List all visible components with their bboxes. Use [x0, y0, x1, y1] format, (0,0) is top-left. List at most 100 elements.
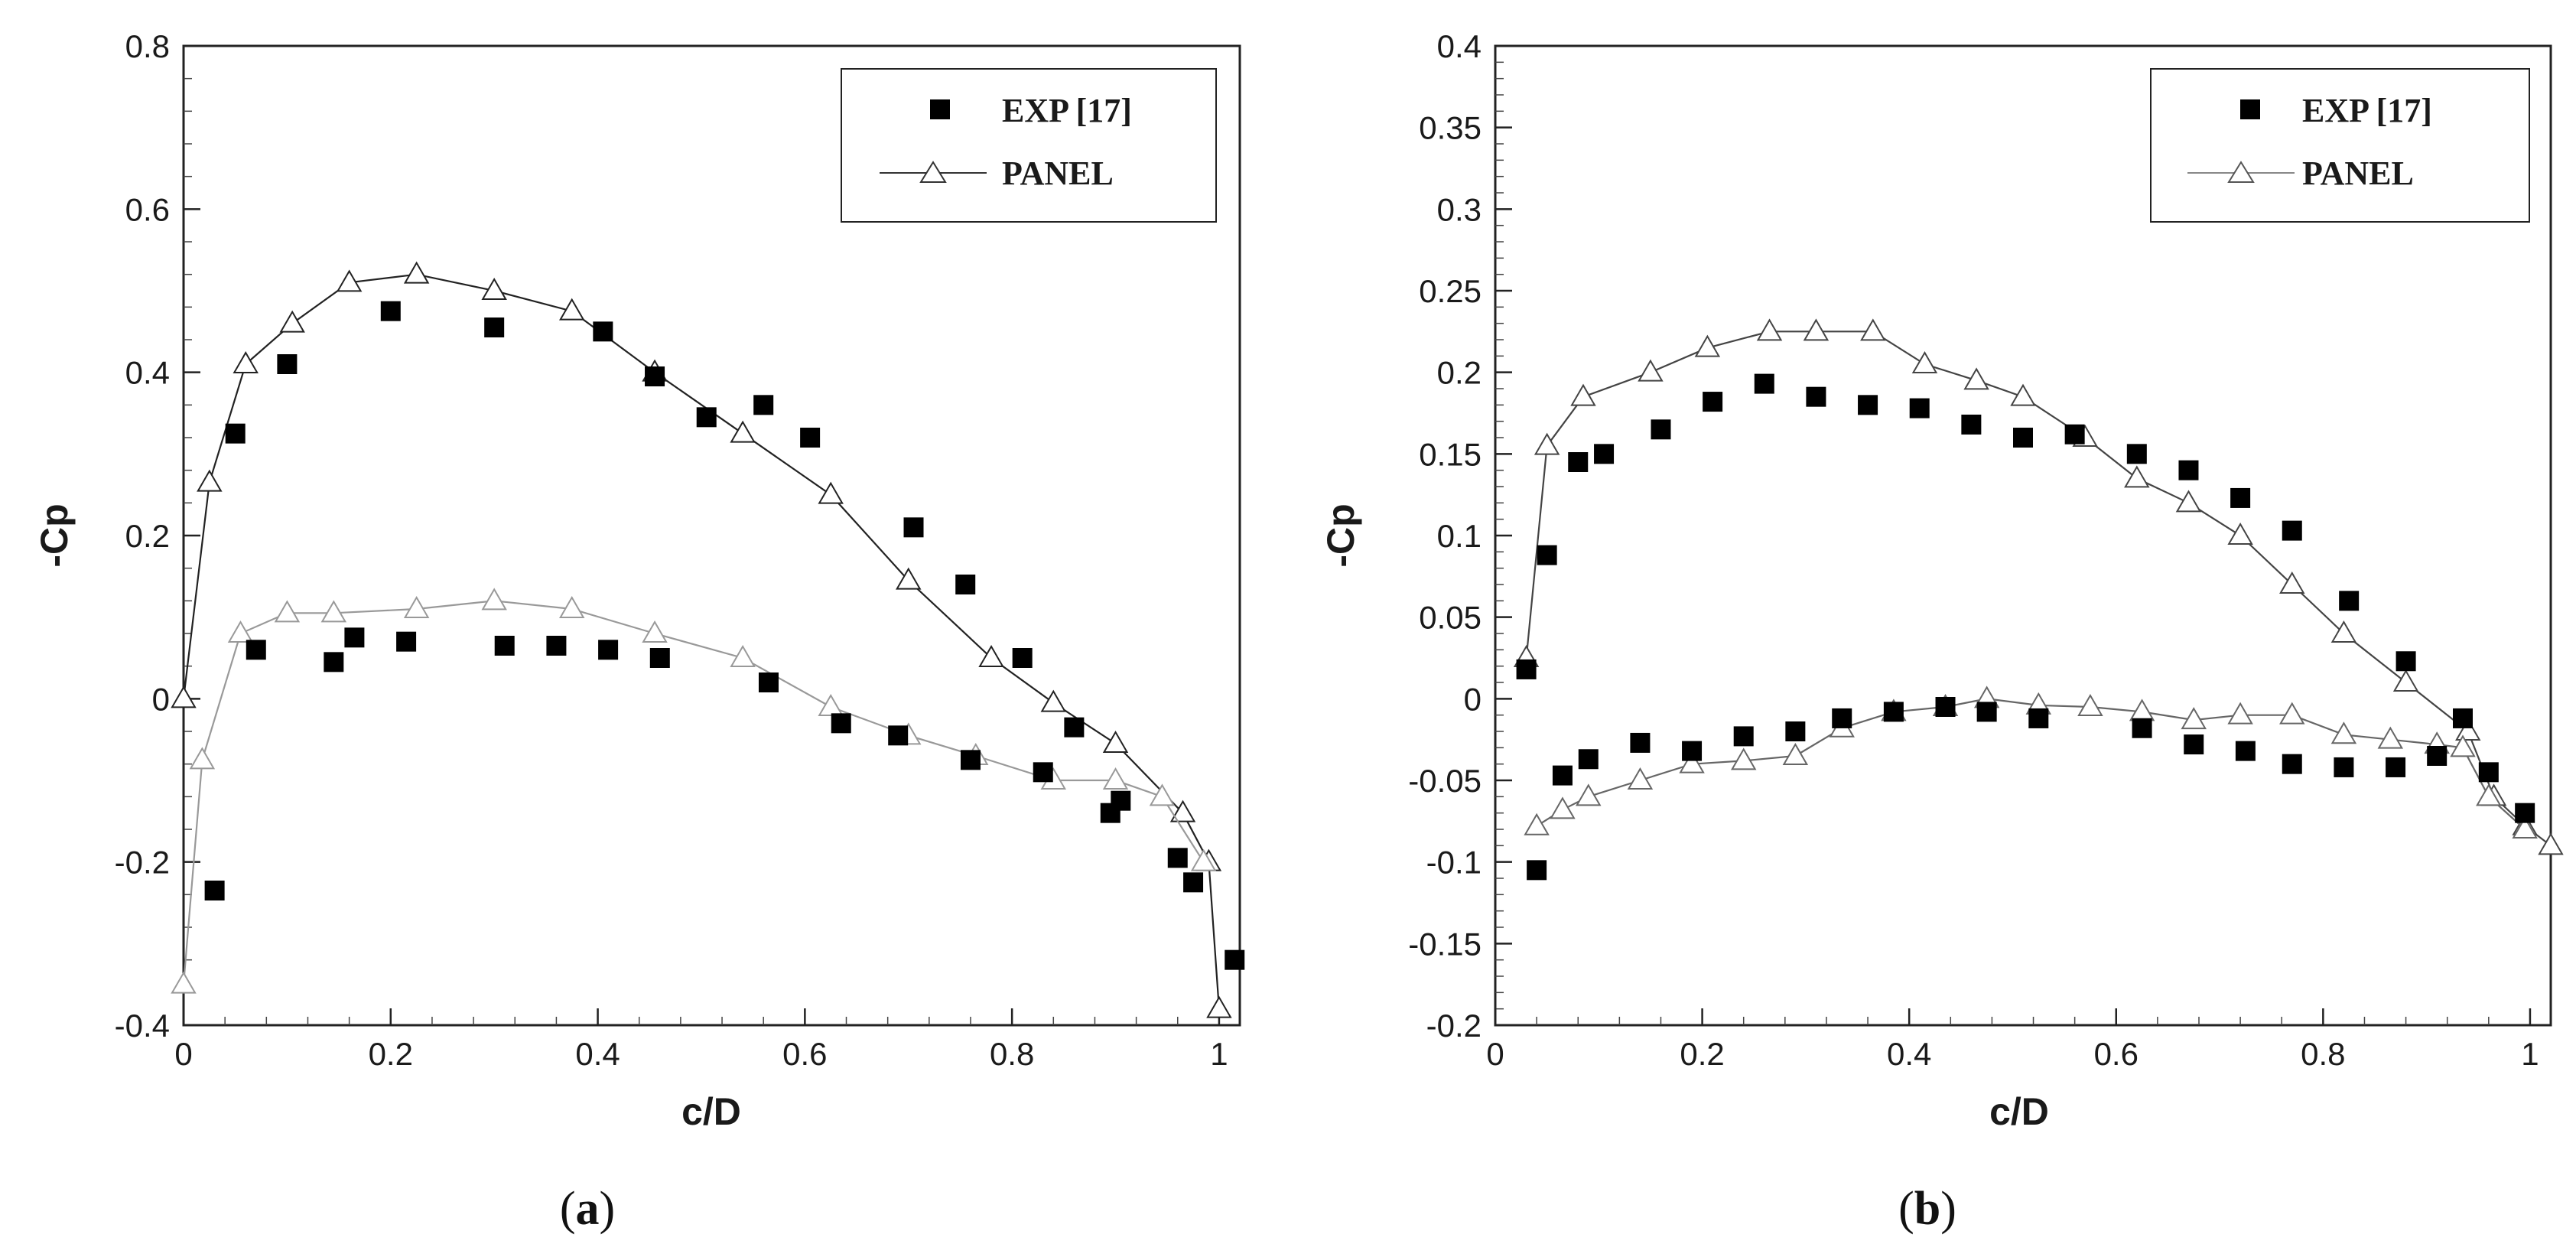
y-tick-label: 0.35 — [1419, 110, 1482, 146]
panel-triangle-point — [2450, 734, 2476, 757]
exp-square-point — [800, 428, 821, 448]
exp-square-point — [1651, 419, 1671, 440]
chart-panel-a: 0 0.2 0.4 0.6 0.8 1 -0.4 -0.2 0 0.2 0.4 0.6 0.8 EXP … — [33, 28, 1245, 1235]
legend-b: EXP [17] PANEL — [2150, 68, 2530, 223]
panel-triangle-point — [481, 588, 507, 611]
exp-square-point — [1754, 373, 1774, 394]
y-tick-label: 0.05 — [1419, 600, 1482, 636]
y-tick-label: 0.8 — [125, 28, 170, 64]
panel-triangle-point — [1149, 783, 1176, 806]
panel-triangle-point — [320, 600, 347, 623]
y-axis-title-b: -Cp — [1319, 503, 1362, 567]
exp-square-point — [2230, 487, 2251, 508]
minor-ticks-b — [1495, 61, 2490, 1025]
exp-square-point — [380, 301, 401, 321]
panel-triangle-point — [1190, 848, 1217, 871]
legend-box-a — [841, 68, 1217, 223]
exp-square-point — [2013, 428, 2033, 448]
exp-square-point — [2282, 520, 2302, 541]
panel-triangle-point — [896, 567, 922, 590]
legend-panel-label-b: PANEL — [2302, 155, 2414, 192]
legend-panel-marker-a — [919, 161, 947, 183]
exp-square-point — [955, 575, 976, 594]
panel-triangle-point — [1679, 751, 1705, 773]
exp-square-point — [2132, 718, 2152, 738]
y-tick-label: 0.15 — [1419, 436, 1482, 472]
major-ticks-a: 0 0.2 0.4 0.6 0.8 1 -0.4 -0.2 0 0.2 0.4 0.6 0.8 — [115, 28, 1228, 1072]
exp-square-point — [1594, 444, 1615, 464]
legend-exp-marker-b — [2240, 99, 2260, 119]
exp-square-point — [645, 366, 665, 386]
panel-triangle-point — [558, 595, 585, 618]
panel-triangle-point — [227, 620, 254, 643]
exp-square-point — [2453, 708, 2473, 728]
minor-ticks-a — [184, 77, 1179, 1025]
panel-triangle-point — [1102, 730, 1129, 753]
panel-triangle-point — [1576, 783, 1602, 806]
panel-triangle-point — [1911, 350, 1938, 373]
exp-square-point — [1703, 392, 1723, 412]
y-tick-label: 0.25 — [1419, 273, 1482, 309]
panel-curve — [1525, 331, 2552, 847]
exp-square-point — [2386, 757, 2406, 777]
x-tick-label: 0 — [1486, 1036, 1504, 1072]
panel-triangle-point — [1803, 318, 1830, 341]
x-tick-label: 0.6 — [2094, 1036, 2139, 1072]
panel-triangle-point — [1627, 767, 1654, 790]
exp-square-point — [1909, 398, 1930, 418]
panel-triangle-point — [233, 350, 259, 373]
exp-square-point — [2028, 708, 2049, 728]
exp-square-point — [1961, 414, 1982, 435]
panel-triangle-point — [730, 644, 756, 667]
legend-box-b — [2150, 68, 2530, 223]
panel-triangle-point — [2455, 718, 2481, 741]
exp-square-point — [204, 881, 225, 900]
panel-triangle-point — [1550, 796, 1576, 819]
exp-square-point — [1167, 848, 1188, 868]
panel-triangle-point — [2227, 702, 2253, 725]
panel-triangle-point — [1782, 742, 1809, 765]
x-tick-label: 0.2 — [1680, 1036, 1724, 1072]
panel-triangle-point — [2476, 783, 2502, 806]
panel-triangle-point — [189, 747, 216, 770]
y-tick-label: 0.1 — [1437, 518, 1482, 554]
exp-square-point — [649, 648, 670, 668]
exp-square-point — [277, 354, 298, 374]
major-ticks-b: 0 0.2 0.4 0.6 0.8 1 -0.2 -0.15 -0.1 -0.05 0 0.05 0.1… — [1408, 28, 2539, 1072]
panel-triangle-point — [1102, 767, 1129, 790]
panel-triangle-point — [2512, 816, 2538, 839]
panel-triangle-point — [403, 595, 430, 618]
exp-square-point — [903, 517, 924, 538]
panel-curve — [182, 273, 1220, 1025]
panel-triangle-point — [171, 685, 197, 708]
panel-triangle-point — [558, 298, 585, 321]
exp-square-point — [1858, 395, 1878, 415]
panel-triangle-point — [274, 600, 301, 623]
exp-square-point — [2478, 762, 2499, 783]
x-tick-label: 1 — [1210, 1036, 1228, 1072]
exp-square-point — [1183, 872, 1204, 893]
exp-square-point — [1682, 741, 1703, 761]
legend-panel-label-a: PANEL — [1002, 155, 1114, 192]
exp-square-point — [1012, 648, 1033, 668]
exp-square-point — [225, 423, 246, 444]
y-tick-label: 0.6 — [125, 191, 170, 227]
panel-triangle-point — [2377, 726, 2404, 749]
y-axis-title-a: -Cp — [33, 503, 76, 567]
y-tick-label: -0.4 — [115, 1008, 170, 1044]
y-tick-label: 0.3 — [1437, 191, 1482, 227]
panel-triangle-point — [2010, 383, 2036, 406]
y-tick-label: -0.05 — [1408, 763, 1482, 799]
panel-triangle-point — [1963, 367, 1989, 390]
panel-triangle-point — [978, 644, 1004, 667]
caption-letter-b: b — [1914, 1183, 1940, 1235]
legend-a: EXP [17] PANEL — [841, 68, 1217, 223]
panel-triangle-point — [2330, 620, 2357, 643]
exp-square-point — [1568, 452, 1589, 472]
exp-square-point — [396, 631, 417, 652]
panel-triangle-point — [2175, 490, 2202, 513]
x-tick-label: 0.2 — [369, 1036, 413, 1072]
exp-square-point — [758, 672, 779, 692]
exp-square-point — [1832, 708, 1852, 728]
exp-square-point — [246, 640, 266, 660]
